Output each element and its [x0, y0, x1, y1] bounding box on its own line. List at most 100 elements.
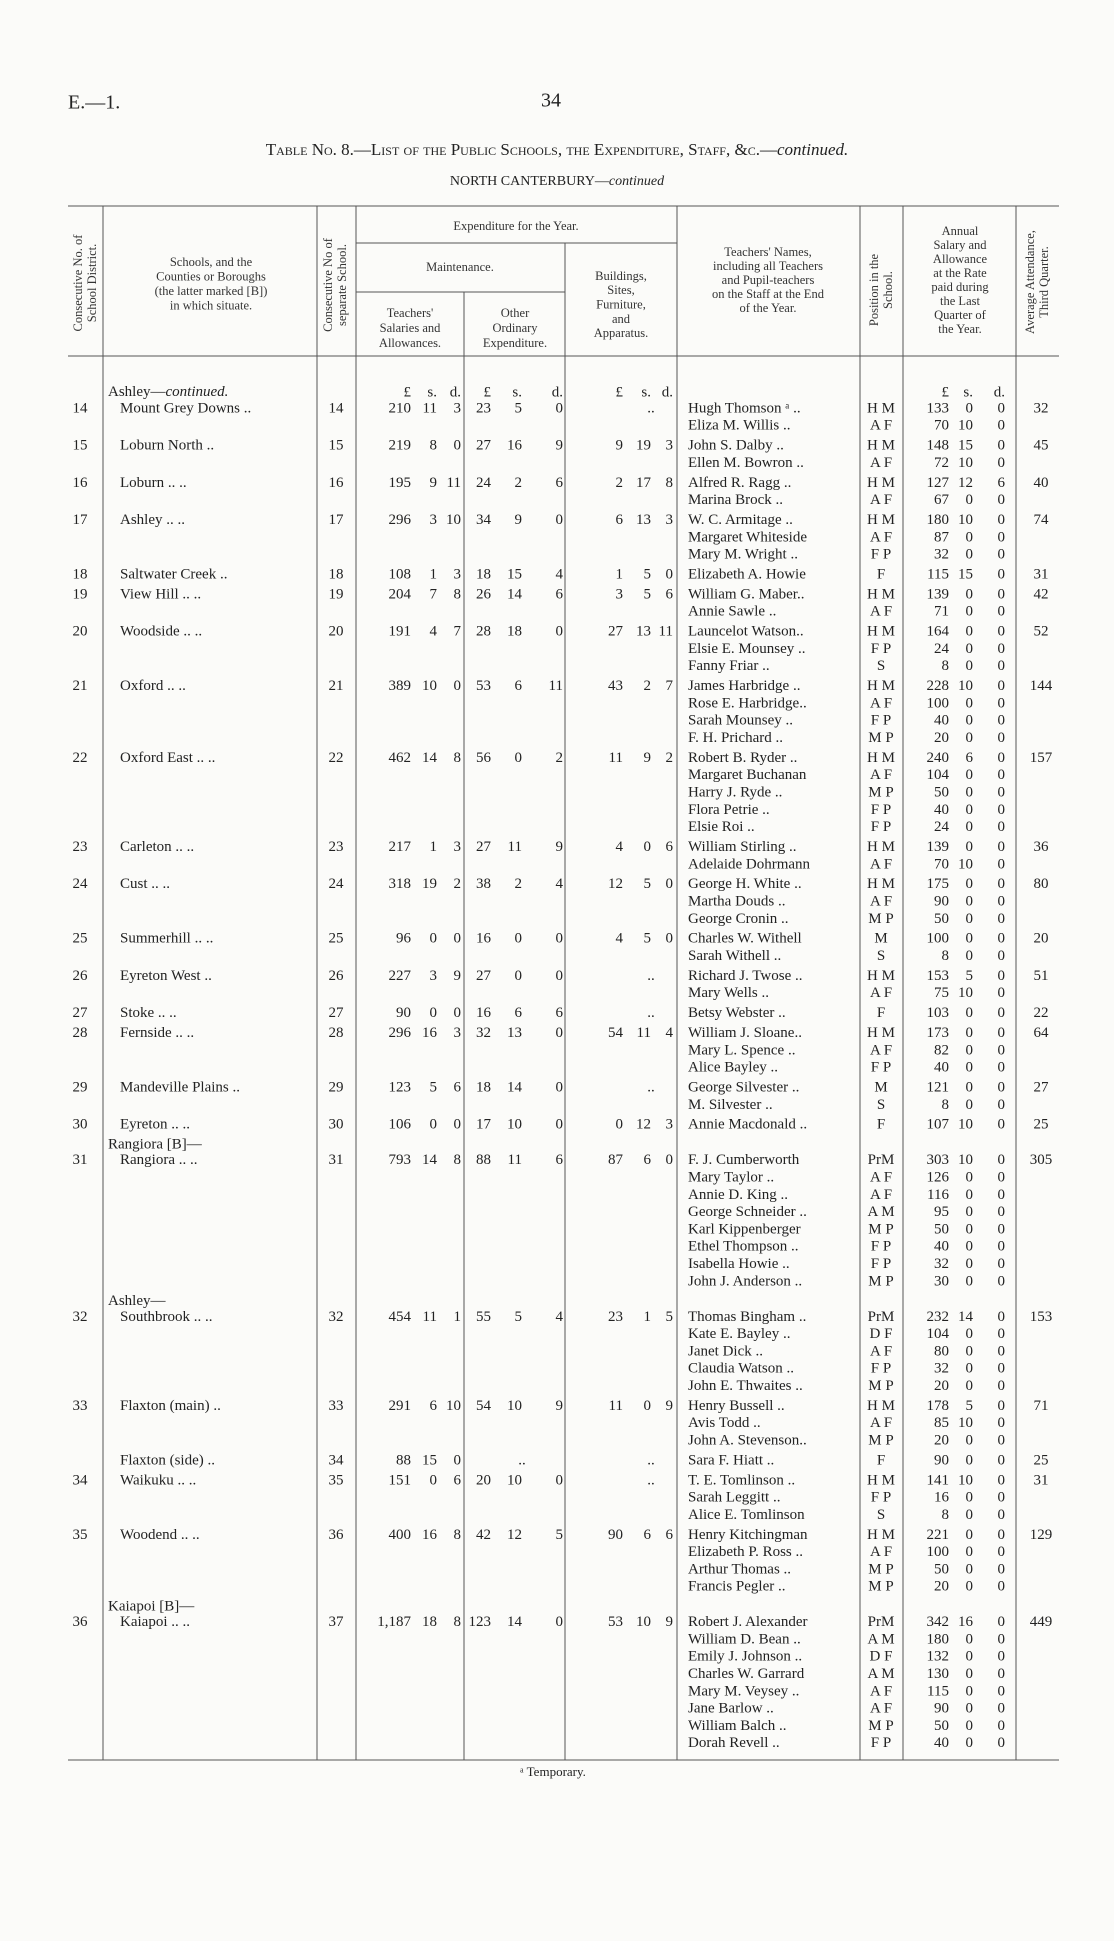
- other-amount: 14: [507, 586, 523, 602]
- salaries-amount: 3: [454, 1025, 462, 1041]
- other-amount: 10: [507, 1398, 522, 1414]
- column-header: Consecutive No. of: [71, 234, 85, 332]
- salaries-amount: 0: [454, 438, 462, 454]
- other-amount: 5: [515, 400, 523, 416]
- salary-amount: 10: [958, 678, 973, 694]
- salary-amount: 0: [998, 1378, 1006, 1394]
- buildings-amount: 2: [666, 750, 674, 766]
- other-amount: 6: [556, 586, 564, 602]
- school-name: Southbrook .. ..: [120, 1309, 213, 1325]
- salaries-amount: 3: [430, 512, 438, 528]
- salary-amount: 32: [934, 1361, 949, 1377]
- column-header: Other: [501, 306, 530, 320]
- salary-amount: 85: [934, 1415, 949, 1431]
- other-amount: 0: [556, 1472, 564, 1488]
- position: A F: [870, 418, 892, 434]
- attendance: 27: [1034, 1080, 1050, 1096]
- teacher-name: F. H. Prichard ..: [688, 730, 783, 746]
- school-number: 22: [329, 750, 344, 766]
- other-amount: 18: [476, 567, 491, 583]
- teacher-name: Adelaide Dohrmann: [688, 856, 811, 872]
- position: M P: [868, 1718, 893, 1734]
- salary-amount: 116: [927, 1187, 949, 1203]
- other-amount: 56: [476, 750, 492, 766]
- salary-amount: 0: [998, 1042, 1006, 1058]
- salary-amount: 0: [966, 1432, 974, 1448]
- school-name: Cust .. ..: [120, 876, 170, 892]
- salary-amount: 10: [958, 985, 973, 1001]
- salary-amount: 0: [998, 931, 1006, 947]
- salaries-amount: 10: [446, 1398, 461, 1414]
- salaries-amount: 8: [454, 1527, 462, 1543]
- school-name: Rangiora .. ..: [120, 1152, 197, 1168]
- column-header: Allowances.: [379, 336, 441, 350]
- salaries-amount: 8: [454, 1614, 462, 1630]
- buildings-amount: 3: [666, 438, 674, 454]
- salary-amount: 0: [966, 1326, 974, 1342]
- buildings-amount: 17: [636, 475, 652, 491]
- other-amount: ..: [518, 1452, 526, 1468]
- other-amount: 13: [507, 1025, 522, 1041]
- position: A F: [870, 856, 892, 872]
- teacher-name: Elizabeth A. Howie: [688, 567, 806, 583]
- salary-amount: 0: [998, 856, 1006, 872]
- position: F P: [871, 1239, 891, 1255]
- column-header: Salary and: [933, 238, 987, 252]
- salary-amount: 0: [998, 512, 1006, 528]
- salaries-amount: 1,187: [377, 1614, 411, 1630]
- salary-amount: 0: [966, 586, 974, 602]
- other-amount: 6: [515, 678, 523, 694]
- salary-amount: 0: [966, 1005, 974, 1021]
- salary-amount: 10: [958, 455, 973, 471]
- other-amount: 0: [556, 1117, 564, 1133]
- other-amount: 0: [556, 1080, 564, 1096]
- column-header: Furniture,: [596, 297, 646, 311]
- school-number: 36: [329, 1527, 345, 1543]
- buildings-amount: 54: [608, 1025, 624, 1041]
- salary-amount: 24: [934, 641, 950, 657]
- buildings-amount: 9: [644, 750, 652, 766]
- district-number: 25: [73, 931, 88, 947]
- salary-amount: 5: [966, 968, 974, 984]
- salaries-amount: 462: [389, 750, 412, 766]
- column-header: Maintenance.: [426, 260, 494, 274]
- teacher-name: William Balch ..: [688, 1718, 787, 1734]
- school-name: Ashley .. ..: [120, 512, 185, 528]
- attendance: 22: [1034, 1005, 1049, 1021]
- school-number: 25: [329, 931, 344, 947]
- teacher-name: Dorah Revell ..: [688, 1735, 780, 1751]
- salaries-amount: 219: [389, 438, 412, 454]
- salary-amount: 0: [998, 1649, 1006, 1665]
- salary-amount: 15: [958, 567, 973, 583]
- salary-amount: 0: [966, 948, 974, 964]
- salary-amount: 20: [934, 730, 949, 746]
- other-amount: 0: [556, 1614, 564, 1630]
- position: M: [874, 931, 887, 947]
- salaries-amount: 16: [422, 1527, 438, 1543]
- salary-amount: 139: [927, 586, 950, 602]
- salary-amount: 0: [998, 1527, 1006, 1543]
- district-group: Kaiapoi [B]—: [108, 1599, 195, 1615]
- teacher-name: Henry Bussell ..: [688, 1398, 785, 1414]
- attendance: 305: [1030, 1152, 1053, 1168]
- salaries-amount: 18: [422, 1614, 437, 1630]
- column-header: Teachers' Names,: [724, 245, 811, 259]
- position: S: [877, 1097, 885, 1113]
- page-number: 34: [541, 90, 561, 112]
- buildings-amount: 6: [644, 1527, 652, 1543]
- other-amount: 4: [556, 567, 564, 583]
- salary-amount: 173: [927, 1025, 950, 1041]
- salary-amount: 0: [998, 1718, 1006, 1734]
- teacher-name: F. J. Cumberworth: [688, 1152, 800, 1168]
- position: M P: [868, 1378, 893, 1394]
- school-name: Eyreton West ..: [120, 968, 212, 984]
- attendance: 157: [1030, 750, 1053, 766]
- salaries-amount: 4: [430, 624, 438, 640]
- subtitle-italic: continued: [609, 174, 665, 189]
- position: H M: [867, 1472, 895, 1488]
- school-name: Flaxton (main) ..: [120, 1398, 221, 1414]
- attendance: 51: [1034, 968, 1049, 984]
- attendance: 45: [1034, 438, 1049, 454]
- salary-amount: 0: [998, 968, 1006, 984]
- buildings-amount: 5: [644, 567, 652, 583]
